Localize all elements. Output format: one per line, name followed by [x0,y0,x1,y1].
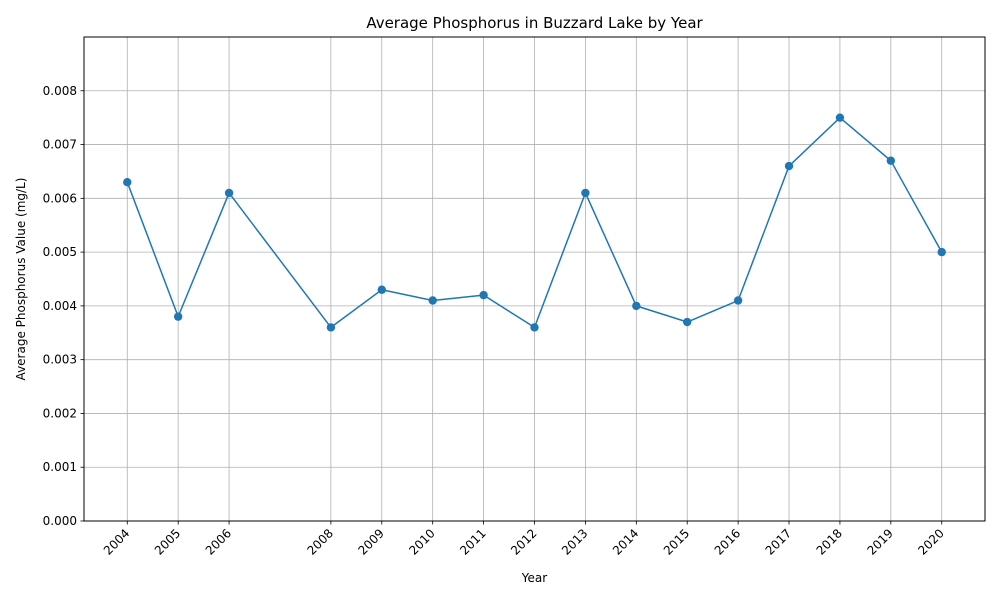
data-point [784,161,794,171]
data-point [479,290,488,300]
series-layer [123,113,946,332]
y-tick-label: 0.006 [43,191,77,205]
data-point [377,285,386,294]
y-tick-label: 0.001 [43,460,77,474]
y-tick-label: 0.002 [43,406,77,420]
x-axis-label: Year [521,571,547,585]
y-axis-label: Average Phosphorus Value (mg/L) [14,178,28,381]
y-tick-label: 0.003 [43,353,77,367]
data-point [937,247,946,257]
data-point [733,296,743,305]
y-tick-label: 0.000 [43,514,77,528]
data-point [683,317,692,327]
y-tick-label: 0.004 [43,299,77,313]
data-point [835,113,845,122]
data-point [428,296,437,305]
data-point [224,188,234,198]
data-point [886,156,896,165]
grid-lines [84,37,985,522]
y-tick-label: 0.008 [43,84,77,98]
chart-title: Average Phosphorus in Buzzard Lake by Ye… [366,14,703,32]
y-tick-label: 0.005 [43,245,77,259]
y-axis-ticks: 0.000 0.001 0.002 0.003 0.004 0.005 0.006 0.007… [43,84,84,528]
data-point [326,323,336,332]
data-point [123,178,132,187]
data-point [581,188,590,198]
data-point [530,323,539,332]
y-tick-label: 0.007 [43,138,77,152]
data-point [173,312,183,321]
data-point [632,301,641,311]
series-line [126,116,943,329]
